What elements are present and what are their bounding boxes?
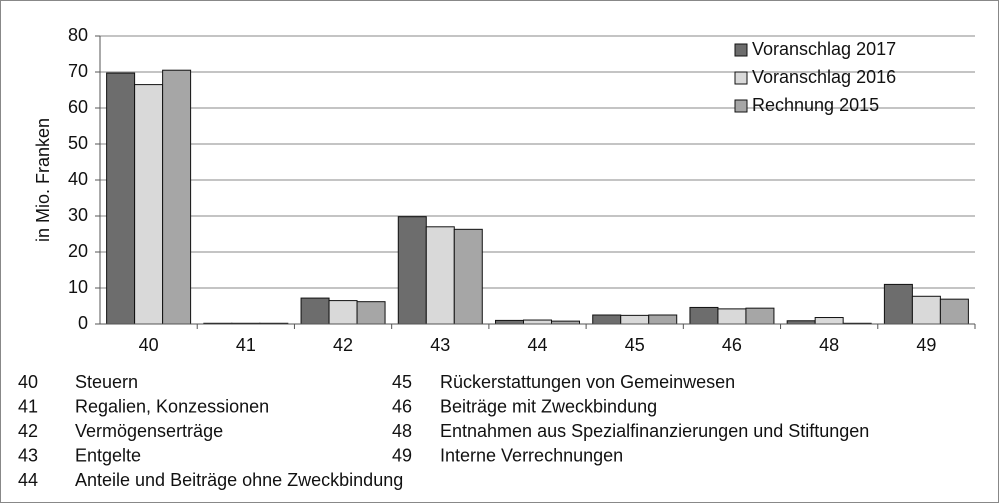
bar [523, 319, 552, 325]
x-tick-label: 43 [430, 335, 450, 355]
y-axis-label: in Mio. Franken [33, 118, 53, 242]
bar [162, 69, 192, 325]
note-code: 40 [18, 372, 38, 392]
legend-swatch [734, 99, 748, 113]
legend-label: Rechnung 2015 [752, 95, 879, 115]
note-label: Anteile und Beiträge ohne Zweckbindung [75, 470, 403, 490]
y-tick-label: 30 [68, 205, 88, 225]
bar [939, 298, 969, 325]
note-code: 44 [18, 470, 38, 490]
bar [717, 308, 747, 325]
bar [300, 297, 330, 325]
y-tick-label: 70 [68, 61, 88, 81]
bar [397, 216, 427, 325]
y-tick-label: 20 [68, 241, 88, 261]
note-label: Entgelte [75, 445, 141, 465]
note-label: Vermögenserträge [75, 421, 223, 441]
bar [425, 226, 455, 325]
bar [592, 314, 622, 325]
bar [814, 317, 844, 325]
bar [453, 228, 483, 325]
note-code: 45 [392, 372, 412, 392]
x-tick-label: 41 [236, 335, 256, 355]
y-tick-label: 50 [68, 133, 88, 153]
note-code: 48 [392, 421, 412, 441]
x-tick-label: 46 [722, 335, 742, 355]
note-label: Regalien, Konzessionen [75, 396, 269, 416]
note-code: 43 [18, 445, 38, 465]
x-tick-label: 48 [819, 335, 839, 355]
note-label: Rückerstattungen von Gemeinwesen [440, 372, 735, 392]
y-tick-label: 80 [68, 25, 88, 45]
y-tick-label: 10 [68, 277, 88, 297]
bar [745, 307, 775, 325]
note-code: 46 [392, 396, 412, 416]
legend-swatch [734, 43, 748, 57]
bar [134, 84, 164, 325]
note-label: Interne Verrechnungen [440, 445, 623, 465]
note-label: Beiträge mit Zweckbindung [440, 396, 657, 416]
note-code: 42 [18, 421, 38, 441]
legend-label: Voranschlag 2016 [752, 67, 896, 87]
x-tick-label: 45 [625, 335, 645, 355]
y-tick-label: 60 [68, 97, 88, 117]
x-tick-label: 49 [916, 335, 936, 355]
bar [883, 283, 913, 325]
legend-label: Voranschlag 2017 [752, 39, 896, 59]
x-tick-label: 40 [139, 335, 159, 355]
bar [689, 306, 719, 325]
bar [495, 319, 524, 325]
y-tick-label: 0 [78, 313, 88, 333]
note-label: Entnahmen aus Spezialfinanzierungen und … [440, 421, 869, 441]
note-code: 49 [392, 445, 412, 465]
y-tick-label: 40 [68, 169, 88, 189]
bar [648, 314, 678, 325]
note-label: Steuern [75, 372, 138, 392]
legend-swatch [734, 71, 748, 85]
bar [328, 300, 358, 325]
bar [106, 72, 136, 325]
note-code: 41 [18, 396, 38, 416]
bar [620, 314, 650, 325]
x-tick-label: 42 [333, 335, 353, 355]
x-tick-label: 44 [527, 335, 547, 355]
bar [356, 301, 386, 325]
bar [911, 295, 941, 325]
